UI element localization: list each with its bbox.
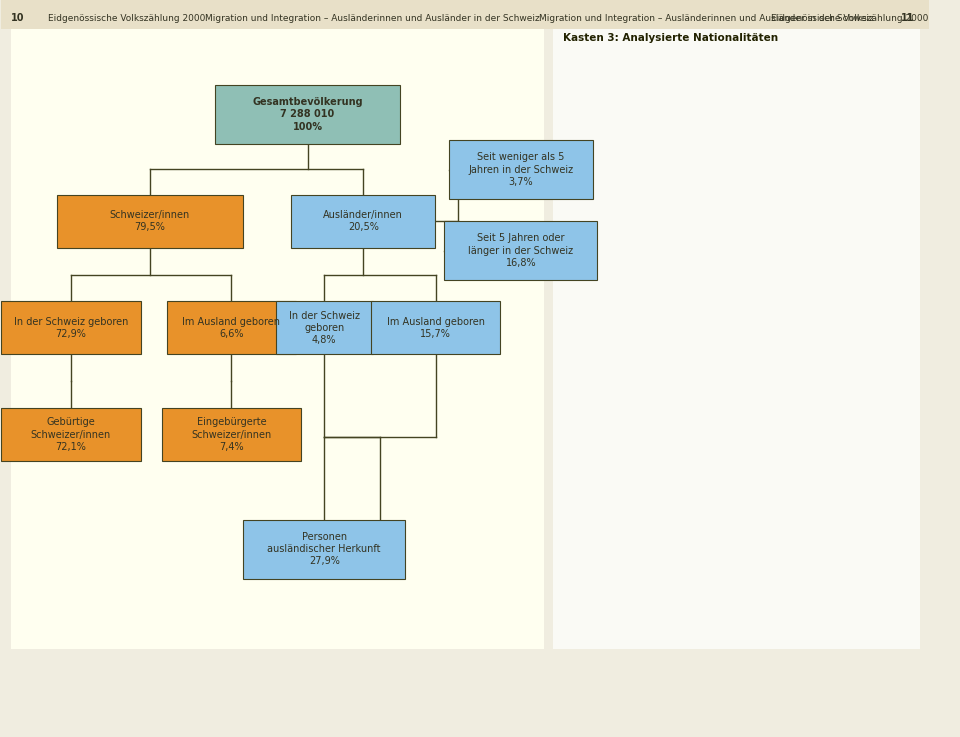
FancyBboxPatch shape: [291, 195, 435, 248]
FancyBboxPatch shape: [1, 408, 140, 461]
FancyBboxPatch shape: [444, 221, 597, 280]
FancyBboxPatch shape: [553, 7, 920, 649]
Text: Personen
ausländischer Herkunft
27,9%: Personen ausländischer Herkunft 27,9%: [268, 531, 381, 567]
FancyBboxPatch shape: [449, 140, 593, 199]
Text: In der Schweiz
geboren
4,8%: In der Schweiz geboren 4,8%: [289, 310, 360, 346]
Text: Eingebürgerte
Schweizer/innen
7,4%: Eingebürgerte Schweizer/innen 7,4%: [191, 417, 272, 453]
FancyBboxPatch shape: [1, 301, 140, 354]
Text: Eidgenössische Volkszählung 2000: Eidgenössische Volkszählung 2000: [772, 14, 928, 23]
Text: Im Ausland geboren
15,7%: Im Ausland geboren 15,7%: [387, 317, 485, 339]
Text: Seit weniger als 5
Jahren in der Schweiz
3,7%: Seit weniger als 5 Jahren in der Schweiz…: [468, 152, 573, 187]
Text: In der Schweiz geboren
72,9%: In der Schweiz geboren 72,9%: [13, 317, 128, 339]
FancyBboxPatch shape: [1, 0, 929, 29]
FancyBboxPatch shape: [11, 7, 544, 649]
Text: Gesamtbevölkerung
7 288 010
100%: Gesamtbevölkerung 7 288 010 100%: [252, 97, 363, 132]
FancyBboxPatch shape: [162, 408, 301, 461]
Text: Migration und Integration – Ausländerinnen und Ausländer in der Schweiz: Migration und Integration – Ausländerinn…: [540, 14, 875, 23]
Text: Seit 5 Jahren oder
länger in der Schweiz
16,8%: Seit 5 Jahren oder länger in der Schweiz…: [468, 233, 573, 268]
FancyBboxPatch shape: [276, 301, 372, 354]
Text: Migration und Integration – Ausländerinnen und Ausländer in der Schweiz: Migration und Integration – Ausländerinn…: [205, 14, 540, 23]
Text: 11: 11: [901, 13, 915, 24]
Text: Schweizer/innen
79,5%: Schweizer/innen 79,5%: [109, 210, 190, 232]
Text: 10: 10: [11, 13, 24, 24]
Text: Kasten 3: Analysierte Nationalitäten: Kasten 3: Analysierte Nationalitäten: [563, 32, 778, 43]
Text: Gebürtige
Schweizer/innen
72,1%: Gebürtige Schweizer/innen 72,1%: [31, 417, 111, 453]
Text: Ausländer/innen
20,5%: Ausländer/innen 20,5%: [324, 210, 403, 232]
FancyBboxPatch shape: [243, 520, 405, 579]
Text: Im Ausland geboren
6,6%: Im Ausland geboren 6,6%: [182, 317, 280, 339]
FancyBboxPatch shape: [371, 301, 500, 354]
FancyBboxPatch shape: [57, 195, 243, 248]
Text: Eidgenössische Volkszählung 2000: Eidgenössische Volkszählung 2000: [48, 14, 205, 23]
FancyBboxPatch shape: [215, 85, 400, 144]
FancyBboxPatch shape: [166, 301, 297, 354]
